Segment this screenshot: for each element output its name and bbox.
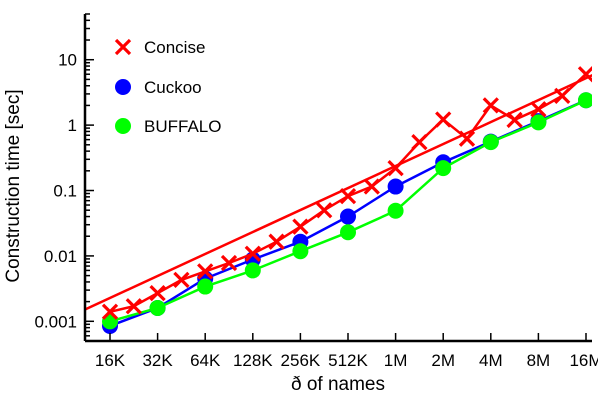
y-tick-label: 10 bbox=[58, 51, 77, 70]
data-point bbox=[577, 66, 592, 83]
y-tick-label: 0.01 bbox=[44, 247, 77, 266]
x-tick-label: 128K bbox=[233, 351, 273, 370]
y-tick-label: 0.1 bbox=[53, 182, 77, 201]
data-point bbox=[244, 245, 261, 262]
data-point bbox=[149, 299, 166, 316]
legend-label: Concise bbox=[144, 38, 205, 57]
data-point bbox=[482, 134, 499, 151]
data-point bbox=[339, 188, 357, 205]
y-axis-label: Construction time [sec] bbox=[3, 89, 24, 282]
data-point bbox=[387, 202, 404, 219]
legend-item-concise: Concise bbox=[114, 38, 205, 57]
data-point bbox=[197, 263, 214, 280]
y-tick-label: 0.001 bbox=[34, 312, 77, 331]
data-point bbox=[340, 224, 356, 241]
data-point bbox=[268, 233, 285, 250]
data-point bbox=[411, 133, 428, 151]
legend-marker bbox=[115, 79, 131, 95]
legend: Concise Cuckoo BUFFALO bbox=[114, 38, 221, 136]
data-point bbox=[363, 178, 380, 195]
data-point bbox=[197, 278, 214, 295]
x-tick-label: 16K bbox=[95, 351, 126, 370]
x-tick-label: 32K bbox=[142, 351, 173, 370]
data-point bbox=[530, 101, 547, 118]
x-tick-label: 16M bbox=[569, 351, 598, 370]
data-point bbox=[125, 298, 142, 315]
data-point bbox=[435, 111, 452, 128]
data-point bbox=[578, 92, 592, 109]
x-tick-label: 256K bbox=[281, 351, 321, 370]
data-point bbox=[220, 254, 238, 272]
data-point bbox=[316, 202, 333, 219]
data-point bbox=[387, 159, 404, 177]
data-point bbox=[554, 87, 571, 104]
data-point bbox=[482, 97, 499, 114]
data-point bbox=[101, 303, 119, 320]
data-point bbox=[292, 243, 309, 260]
legend-marker bbox=[114, 38, 132, 56]
x-axis-label: ð of names bbox=[291, 374, 385, 395]
legend-label: BUFFALO bbox=[144, 117, 221, 136]
data-point bbox=[173, 271, 190, 289]
x-tick-label: 2M bbox=[431, 351, 455, 370]
data-point bbox=[458, 130, 476, 147]
x-tick-label: 4M bbox=[479, 351, 503, 370]
x-tick-label: 1M bbox=[384, 351, 408, 370]
data-point bbox=[244, 262, 261, 279]
legend-label: Cuckoo bbox=[144, 78, 202, 97]
x-tick-label: 8M bbox=[527, 351, 551, 370]
series-concise bbox=[85, 66, 592, 320]
data-point bbox=[340, 208, 356, 225]
x-tick-label: 512K bbox=[328, 351, 368, 370]
data-point bbox=[292, 218, 309, 235]
data-point bbox=[506, 111, 523, 129]
legend-item-cuckoo: Cuckoo bbox=[115, 78, 202, 97]
data-point bbox=[387, 178, 404, 195]
series-concise-fit-line bbox=[85, 73, 592, 311]
data-point bbox=[149, 284, 166, 302]
data-point bbox=[435, 160, 452, 177]
legend-item-buffalo: BUFFALO bbox=[115, 117, 221, 136]
data-point bbox=[530, 114, 547, 131]
y-tick-label: 1 bbox=[68, 116, 77, 135]
x-tick-label: 64K bbox=[190, 351, 221, 370]
legend-marker bbox=[115, 118, 131, 134]
